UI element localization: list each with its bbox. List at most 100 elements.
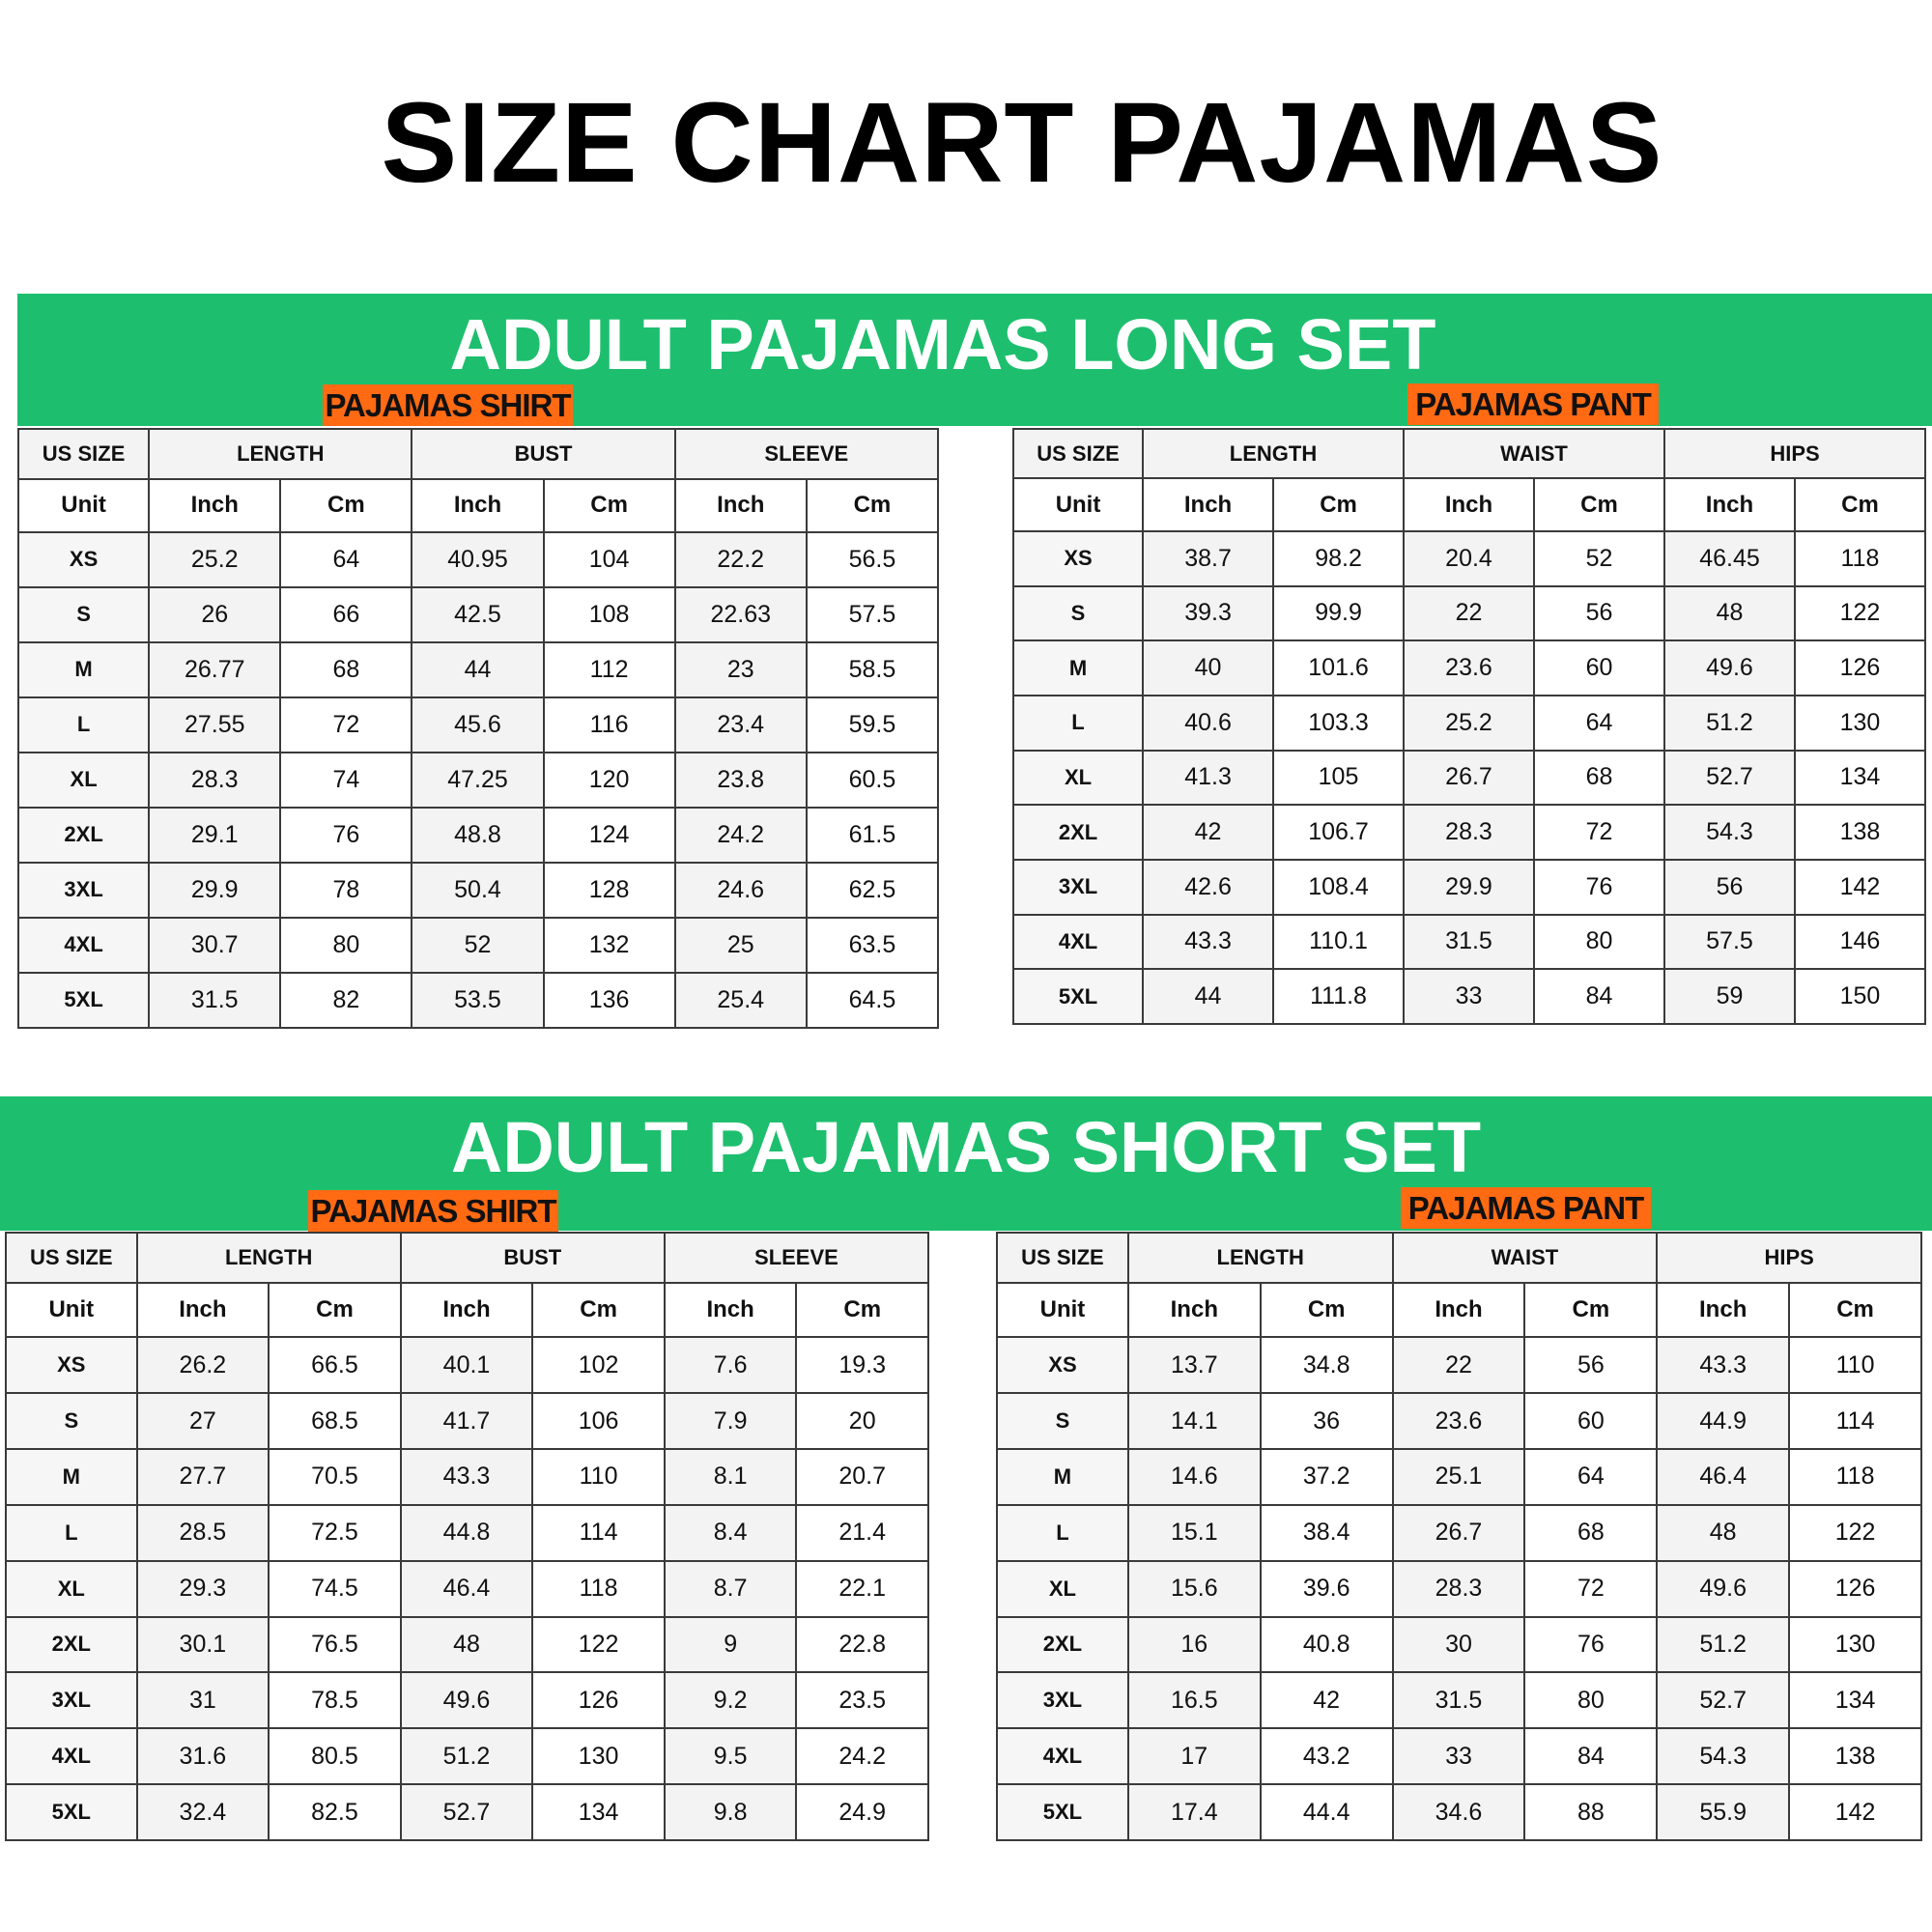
size-cell: 5XL — [1011, 968, 1145, 1025]
value-cell: 30 — [1391, 1615, 1526, 1674]
table-row: 5XL 44 111.8 33 84 59 150 — [1011, 968, 1927, 1025]
size-cell: 4XL — [996, 1727, 1129, 1786]
size-cell: L — [16, 696, 151, 753]
value-cell: 42.5 — [411, 585, 545, 643]
value-cell: 17.4 — [1126, 1783, 1262, 1841]
value-cell: 42.6 — [1142, 858, 1275, 916]
short-shirt-label: PAJAMAS SHIRT — [308, 1190, 558, 1232]
table-row: M 26.77 68 44 112 23 58.5 — [16, 640, 940, 698]
value-cell: 47.25 — [411, 751, 545, 809]
size-cell: XL — [996, 1559, 1129, 1618]
value-cell: 26 — [148, 585, 282, 643]
size-cell: M — [996, 1447, 1129, 1506]
size-cell: 2XL — [1011, 804, 1145, 861]
unit-header: Cm — [1272, 477, 1406, 532]
group-header-row: US SIZE LENGTH WAIST HIPS — [1011, 427, 1927, 480]
size-cell: 3XL — [1011, 858, 1145, 916]
value-cell: 28.3 — [148, 751, 282, 809]
value-cell: 16 — [1126, 1615, 1262, 1674]
table-row: S 27 68.5 41.7 106 7.9 20 — [5, 1392, 929, 1450]
size-cell: 2XL — [5, 1615, 138, 1674]
value-cell: 48 — [1662, 584, 1796, 642]
value-cell: 23.4 — [673, 696, 808, 753]
value-cell: 63.5 — [805, 916, 940, 974]
value-cell: 142 — [1793, 858, 1927, 916]
value-cell: 118 — [531, 1559, 666, 1618]
value-cell: 60 — [1523, 1392, 1659, 1450]
size-cell: S — [5, 1392, 138, 1450]
value-cell: 80.5 — [268, 1727, 402, 1786]
value-cell: 46.4 — [1656, 1447, 1791, 1506]
unit-header: Inch — [1391, 1282, 1526, 1339]
short-pant-label: PAJAMAS PANT — [1401, 1187, 1651, 1229]
unit-header: Inch — [135, 1282, 270, 1339]
value-cell: 101.6 — [1272, 639, 1406, 696]
unit-header: Cm — [1523, 1282, 1659, 1339]
page-title: SIZE CHART PAJAMAS — [381, 79, 1663, 207]
table-row: 5XL 32.4 82.5 52.7 134 9.8 24.9 — [5, 1783, 929, 1841]
value-cell: 70.5 — [268, 1447, 402, 1506]
value-cell: 56 — [1523, 1336, 1659, 1395]
value-cell: 132 — [542, 916, 676, 974]
size-cell: S — [1011, 584, 1145, 642]
value-cell: 60 — [1533, 639, 1665, 696]
size-cell: S — [996, 1392, 1129, 1450]
table-row: 3XL 29.9 78 50.4 128 24.6 62.5 — [16, 861, 940, 919]
value-cell: 22 — [1391, 1336, 1526, 1395]
value-cell: 27.7 — [135, 1447, 270, 1506]
value-cell: 134 — [1793, 749, 1927, 807]
size-cell: 5XL — [5, 1783, 138, 1841]
table-row: XL 28.3 74 47.25 120 23.8 60.5 — [16, 751, 940, 809]
value-cell: 50.4 — [411, 861, 545, 919]
unit-header: Inch — [673, 477, 808, 533]
value-cell: 52.7 — [1656, 1671, 1791, 1730]
size-cell: 2XL — [16, 806, 151, 864]
value-cell: 17 — [1126, 1727, 1262, 1786]
table-row: 4XL 31.6 80.5 51.2 130 9.5 24.2 — [5, 1727, 929, 1786]
value-cell: 13.7 — [1126, 1336, 1262, 1395]
value-cell: 21.4 — [795, 1503, 929, 1562]
value-cell: 48 — [399, 1615, 534, 1674]
unit-header: Inch — [1662, 477, 1796, 532]
value-cell: 122 — [531, 1615, 666, 1674]
size-header: US SIZE — [1011, 427, 1145, 480]
unit-row: Unit Inch Cm Inch Cm Inch Cm — [1011, 477, 1927, 532]
unit-header: Inch — [1656, 1282, 1791, 1339]
value-cell: 31.6 — [135, 1727, 270, 1786]
table-row: XS 13.7 34.8 22 56 43.3 110 — [996, 1336, 1922, 1395]
value-cell: 128 — [542, 861, 676, 919]
table-row: XL 15.6 39.6 28.3 72 49.6 126 — [996, 1559, 1922, 1618]
value-cell: 22.1 — [795, 1559, 929, 1618]
size-cell: XL — [1011, 749, 1145, 807]
value-cell: 146 — [1793, 913, 1927, 971]
value-cell: 108 — [542, 585, 676, 643]
value-cell: 64 — [279, 530, 413, 588]
unit-header: Cm — [1259, 1282, 1394, 1339]
value-cell: 24.2 — [795, 1727, 929, 1786]
size-cell: 4XL — [16, 916, 151, 974]
table-row: 2XL 29.1 76 48.8 124 24.2 61.5 — [16, 806, 940, 864]
value-cell: 82.5 — [268, 1783, 402, 1841]
value-cell: 68 — [279, 640, 413, 698]
group-header-row: US SIZE LENGTH BUST SLEEVE — [16, 428, 940, 480]
value-cell: 44.9 — [1656, 1392, 1791, 1450]
unit-header: Cm — [1533, 477, 1665, 532]
group-header: SLEEVE — [663, 1231, 930, 1285]
value-cell: 41.7 — [399, 1392, 534, 1450]
table-row: 2XL 30.1 76.5 48 122 9 22.8 — [5, 1615, 929, 1674]
value-cell: 74.5 — [268, 1559, 402, 1618]
long-shirt-table: US SIZE LENGTH BUST SLEEVE Unit Inch Cm Inch Cm I… — [16, 428, 940, 1030]
value-cell: 110 — [531, 1447, 666, 1506]
value-cell: 24.2 — [673, 806, 808, 864]
value-cell: 56 — [1662, 858, 1796, 916]
value-cell: 34.6 — [1391, 1783, 1526, 1841]
value-cell: 80 — [1523, 1671, 1659, 1730]
value-cell: 142 — [1788, 1783, 1922, 1841]
value-cell: 20 — [795, 1392, 929, 1450]
value-cell: 59.5 — [805, 696, 940, 753]
value-cell: 26.7 — [1403, 749, 1535, 807]
value-cell: 122 — [1788, 1503, 1922, 1562]
value-cell: 30.1 — [135, 1615, 270, 1674]
size-cell: M — [16, 640, 151, 698]
value-cell: 27 — [135, 1392, 270, 1450]
